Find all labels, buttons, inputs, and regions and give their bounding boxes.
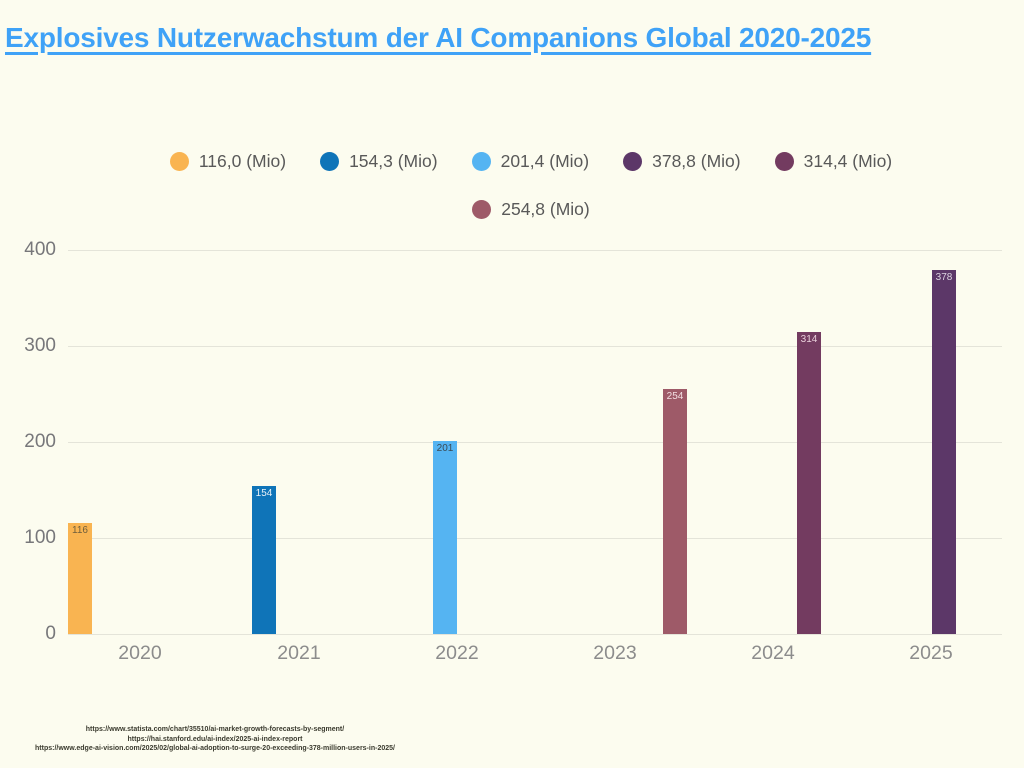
bar-2022: 201 [433, 440, 457, 634]
source-link: https://www.statista.com/chart/35510/ai-… [85, 726, 345, 733]
legend-label: 201,4 (Mio) [500, 150, 590, 171]
chart-legend: 116,0 (Mio) 154,3 (Mio) 201,4 (Mio) 378,8 (… [104, 150, 958, 220]
y-axis-tick-400: 400 [24, 239, 56, 260]
source-link: https://www.edge-ai-vision.com/2025/02/g… [35, 745, 395, 753]
gridline-200 [68, 442, 1002, 443]
bar-2025: 378 [932, 270, 956, 634]
legend-item: 254,8 (Mio) [472, 198, 590, 220]
x-axis-tick-2024: 2024 [751, 642, 795, 664]
bar-2020: 116 [68, 522, 92, 634]
legend-dot-icon [774, 151, 794, 171]
x-axis-tick-2025: 2025 [909, 642, 953, 664]
x-axis-tick-2021: 2021 [277, 642, 321, 664]
bar-2021: 154 [252, 485, 276, 634]
bar-value-label: 314 [800, 334, 818, 346]
bar-2023: 254 [663, 389, 687, 634]
gridline-300 [68, 346, 1002, 347]
legend-label: 116,0 (Mio) [198, 150, 287, 171]
bar-2024: 314 [797, 332, 821, 634]
legend-item: 314,4 (Mio) [774, 150, 893, 172]
y-axis-tick-0: 0 [45, 623, 56, 644]
y-axis-tick-300: 300 [24, 335, 56, 356]
legend-label: 254,8 (Mio) [501, 198, 590, 219]
x-axis-tick-2022: 2022 [435, 642, 479, 664]
legend-label: 154,3 (Mio) [349, 150, 438, 171]
legend-item: 378,8 (Mio) [623, 150, 741, 172]
gridline-0 [68, 634, 1002, 635]
bar-value-label: 201 [436, 442, 454, 454]
source-link: https://hai.stanford.edu/ai-index/2025-a… [127, 735, 303, 743]
legend-item: 201,4 (Mio) [471, 150, 590, 172]
bar-value-label: 254 [666, 391, 684, 403]
chart-title: Explosives Nutzerwachstum der AI Compani… [5, 22, 872, 53]
source-links: https://www.statista.com/chart/35510/ai-… [15, 725, 415, 754]
bar-value-label: 116 [72, 524, 88, 536]
y-axis-tick-100: 100 [24, 527, 56, 548]
x-axis-tick-2023: 2023 [593, 642, 637, 664]
legend-label: 314,4 (Mio) [803, 150, 893, 171]
legend-dot-icon [320, 151, 340, 171]
x-axis-tick-2020: 2020 [118, 642, 162, 664]
bar-value-label: 154 [255, 487, 273, 499]
legend-dot-icon [472, 199, 492, 219]
legend-item: 116,0 (Mio) [169, 150, 287, 172]
legend-dot-icon [623, 151, 643, 171]
legend-dot-icon [169, 151, 189, 171]
y-axis-tick-200: 200 [24, 431, 56, 452]
bar-value-label: 378 [935, 272, 953, 284]
gridline-100 [68, 538, 1002, 539]
legend-item: 154,3 (Mio) [320, 150, 438, 172]
gridline-400 [68, 250, 1002, 251]
legend-dot-icon [471, 151, 491, 171]
legend-label: 378,8 (Mio) [652, 150, 741, 171]
